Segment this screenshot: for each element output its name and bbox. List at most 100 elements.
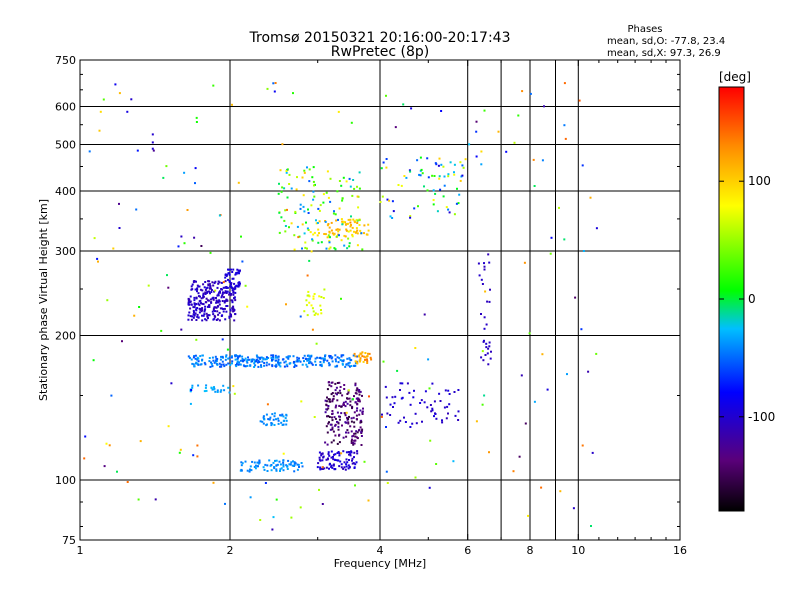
data-point	[313, 416, 316, 418]
data-point	[133, 314, 136, 317]
data-point	[558, 206, 560, 209]
data-point	[307, 354, 310, 357]
data-point	[274, 459, 276, 462]
data-point	[250, 469, 253, 472]
data-point	[330, 465, 333, 468]
data-point	[475, 130, 478, 133]
data-point	[284, 417, 287, 420]
data-point	[190, 285, 193, 288]
data-point	[292, 460, 294, 463]
data-point	[297, 463, 300, 466]
data-point	[189, 307, 192, 310]
data-point	[310, 204, 313, 207]
data-point	[330, 229, 333, 232]
data-point	[202, 314, 205, 317]
data-point	[354, 435, 357, 438]
data-point	[272, 354, 275, 357]
data-point	[310, 362, 313, 365]
data-point	[193, 236, 196, 239]
data-point	[312, 233, 315, 236]
data-point	[334, 389, 337, 392]
data-point	[160, 329, 163, 332]
data-point	[223, 301, 226, 304]
data-point	[367, 223, 370, 226]
data-point	[240, 464, 243, 467]
data-point	[311, 307, 314, 310]
data-point	[439, 188, 442, 191]
data-point	[232, 305, 235, 308]
data-point	[216, 358, 219, 360]
data-point	[326, 224, 329, 227]
data-point	[293, 461, 296, 464]
colorbar-tick-label: 100	[748, 174, 771, 188]
data-point	[196, 307, 199, 309]
data-point	[354, 432, 357, 435]
data-point	[227, 278, 229, 281]
data-point	[280, 216, 283, 219]
data-point	[461, 164, 464, 167]
data-point	[222, 363, 225, 366]
data-point	[366, 358, 368, 361]
data-point	[320, 309, 322, 311]
data-point	[353, 439, 356, 442]
data-point	[195, 280, 197, 283]
data-point	[468, 143, 471, 146]
data-point	[226, 286, 229, 289]
data-point	[335, 404, 338, 407]
data-point	[118, 92, 121, 95]
data-point	[224, 318, 227, 321]
data-point	[272, 358, 275, 361]
data-point	[302, 357, 305, 360]
data-point	[354, 355, 357, 358]
data-point	[265, 424, 268, 427]
data-point	[350, 215, 352, 218]
data-point	[331, 416, 333, 419]
data-point	[432, 203, 435, 206]
data-point	[528, 332, 531, 335]
data-point	[239, 269, 241, 272]
data-point	[218, 300, 221, 303]
data-point	[264, 358, 267, 361]
data-point	[308, 355, 311, 358]
data-point	[338, 415, 340, 418]
data-point	[361, 355, 364, 358]
colorbar-label: [deg]	[719, 70, 751, 84]
data-point	[190, 303, 193, 306]
data-point	[180, 328, 183, 331]
data-point	[338, 357, 341, 360]
data-point	[229, 294, 232, 297]
data-point	[489, 288, 491, 291]
data-point	[262, 357, 265, 360]
data-point	[238, 361, 241, 364]
data-point	[203, 361, 206, 364]
data-point	[319, 466, 322, 469]
data-point	[193, 296, 196, 299]
data-point	[279, 463, 282, 466]
data-point	[581, 444, 584, 447]
data-point	[195, 319, 198, 321]
data-point	[187, 297, 190, 300]
data-point	[208, 314, 211, 317]
data-point	[199, 288, 202, 291]
data-point	[110, 394, 113, 397]
data-point	[382, 161, 385, 164]
data-point	[345, 229, 348, 232]
data-point	[490, 350, 492, 353]
data-point	[279, 468, 282, 471]
data-point	[235, 284, 238, 287]
data-point	[337, 425, 340, 428]
data-point	[216, 389, 219, 392]
data-point	[328, 463, 331, 466]
data-point	[223, 365, 226, 368]
data-point	[435, 463, 438, 465]
data-point	[320, 363, 323, 366]
data-point	[205, 319, 208, 322]
data-point	[317, 207, 320, 210]
data-point	[289, 463, 292, 466]
data-point	[257, 365, 260, 368]
data-point	[293, 366, 296, 368]
data-point	[212, 296, 215, 299]
data-point	[328, 381, 330, 384]
data-point	[198, 295, 200, 298]
data-point	[486, 352, 489, 355]
